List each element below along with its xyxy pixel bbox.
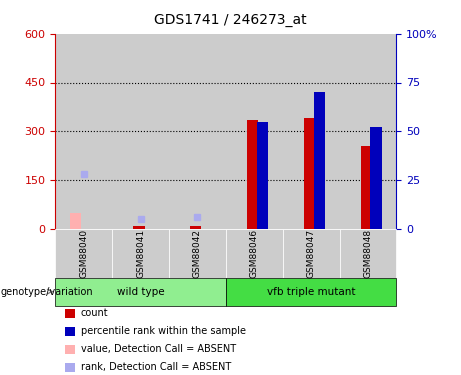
- Text: genotype/variation: genotype/variation: [0, 286, 93, 297]
- Bar: [361, 146, 372, 229]
- Bar: [371, 128, 382, 229]
- Text: percentile rank within the sample: percentile rank within the sample: [81, 326, 246, 336]
- Bar: [226, 34, 283, 229]
- Text: GSM88047: GSM88047: [307, 228, 316, 278]
- Bar: [133, 225, 145, 229]
- Text: GSM88042: GSM88042: [193, 229, 202, 278]
- Text: GSM88048: GSM88048: [364, 228, 372, 278]
- Text: wild type: wild type: [117, 286, 165, 297]
- Bar: [313, 92, 325, 229]
- Bar: [112, 34, 169, 229]
- Text: vfb triple mutant: vfb triple mutant: [267, 286, 355, 297]
- Text: GSM88041: GSM88041: [136, 228, 145, 278]
- Bar: [304, 118, 315, 229]
- Bar: [257, 122, 268, 229]
- Text: GSM88046: GSM88046: [250, 228, 259, 278]
- Bar: [283, 34, 340, 229]
- Text: GDS1741 / 246273_at: GDS1741 / 246273_at: [154, 13, 307, 27]
- Bar: [247, 120, 258, 229]
- Bar: [169, 34, 226, 229]
- Text: GSM88040: GSM88040: [79, 228, 88, 278]
- Bar: [70, 213, 81, 229]
- Text: rank, Detection Call = ABSENT: rank, Detection Call = ABSENT: [81, 362, 231, 372]
- Text: count: count: [81, 308, 108, 318]
- Text: value, Detection Call = ABSENT: value, Detection Call = ABSENT: [81, 344, 236, 354]
- Bar: [340, 34, 396, 229]
- Bar: [190, 225, 201, 229]
- Bar: [55, 34, 112, 229]
